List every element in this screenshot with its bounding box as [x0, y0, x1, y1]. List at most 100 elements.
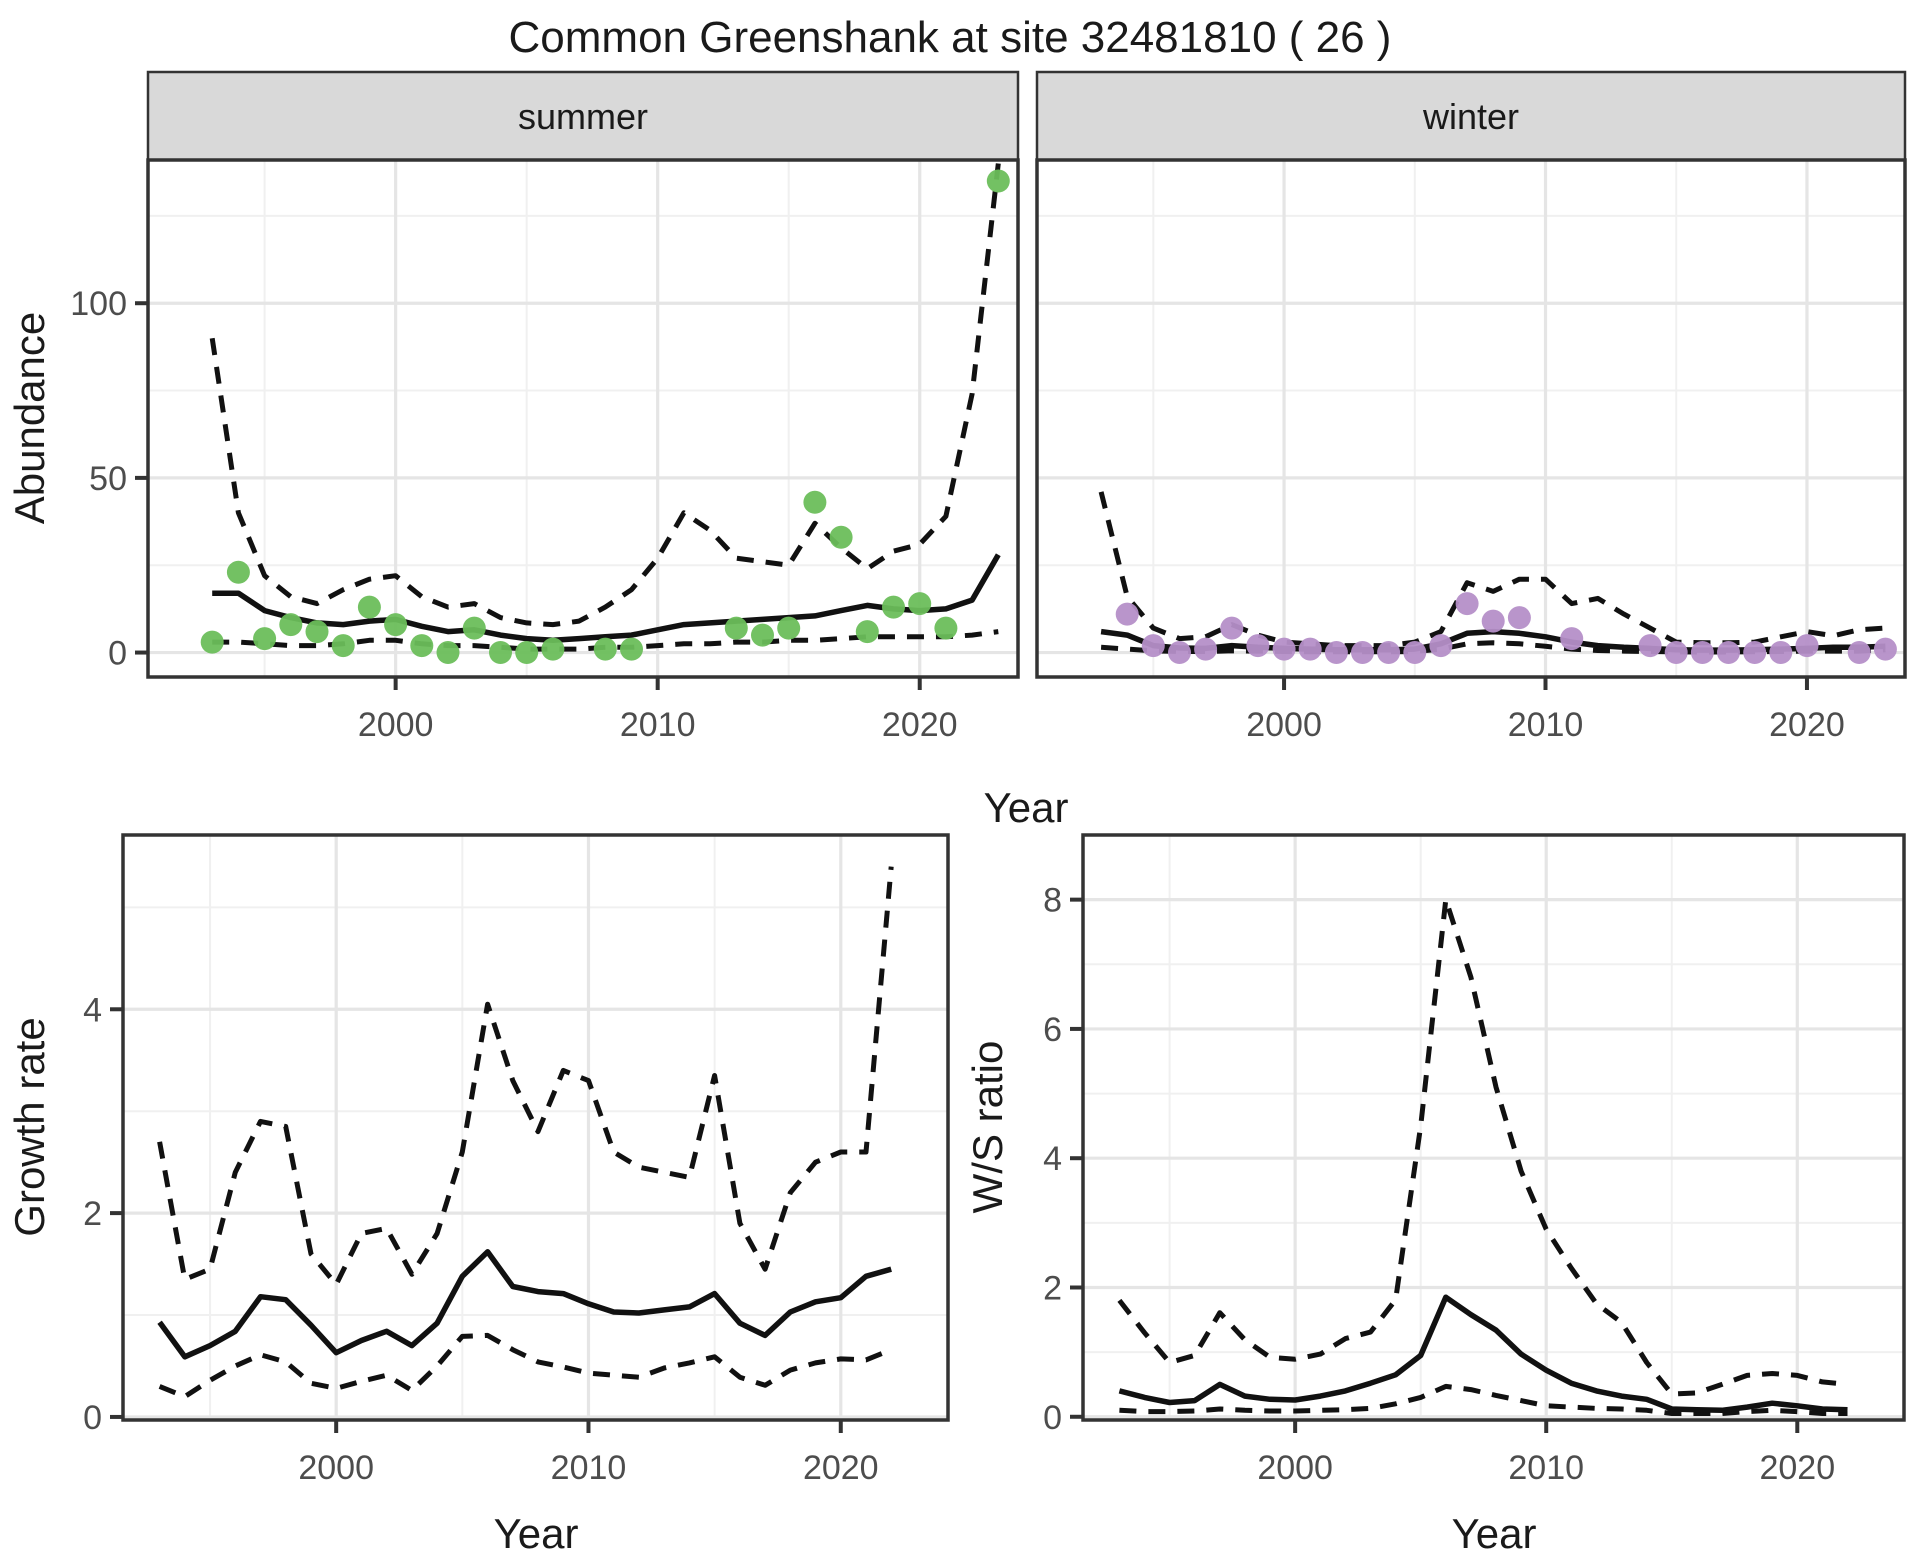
data-point — [541, 637, 565, 661]
data-point — [253, 627, 277, 651]
x-tick-label: 2000 — [1257, 1449, 1333, 1487]
ci-upper-line — [157, 866, 894, 1287]
x-tick-label: 2020 — [1759, 1449, 1835, 1487]
data-point — [1298, 637, 1322, 661]
data-point — [986, 169, 1010, 193]
series-group — [1098, 491, 1897, 664]
panel-background — [1037, 160, 1905, 677]
mean-line — [212, 553, 1001, 644]
panel-abundance-winter: 2000 2010 2020 — [1035, 70, 1907, 744]
y-axis-title-growth-rate: Growth rate — [6, 1017, 53, 1236]
data-point — [1377, 641, 1401, 664]
data-point — [1115, 602, 1139, 626]
y-axis-title-abundance: Abundance — [6, 312, 53, 525]
data-point — [1351, 641, 1374, 664]
mean-line — [1118, 1294, 1848, 1414]
x-tick-label: 2010 — [1508, 706, 1584, 744]
data-point — [489, 641, 512, 664]
data-point — [384, 613, 408, 637]
series-group — [200, 163, 1010, 664]
data-point — [593, 637, 617, 661]
panel-border — [1081, 833, 1906, 1422]
data-point — [882, 595, 905, 619]
data-point — [908, 592, 932, 616]
mean-line — [157, 1249, 892, 1360]
data-point — [803, 490, 827, 514]
data-point — [934, 616, 958, 640]
data-point — [515, 641, 539, 664]
panel-border — [146, 158, 1020, 679]
data-point — [331, 634, 355, 658]
data-point — [751, 623, 774, 647]
data-point — [1717, 641, 1740, 664]
data-point — [1481, 609, 1505, 633]
x-tick-label: 2000 — [358, 706, 434, 744]
data-point — [305, 620, 329, 644]
x-axis-title-year-ws: Year — [1452, 1510, 1537, 1557]
facet-strip — [146, 70, 1020, 163]
ci-lower-line — [158, 1332, 893, 1400]
y-tick-label: 50 — [89, 460, 127, 498]
y-axis-title-ws-ratio: W/S ratio — [964, 1041, 1011, 1214]
data-point — [1220, 616, 1244, 640]
panel-background — [1083, 835, 1904, 1420]
data-point — [200, 630, 224, 654]
data-point — [1769, 641, 1793, 664]
x-tick-label: 2020 — [803, 1449, 879, 1487]
x-axis-title-year-top: Year — [984, 784, 1069, 831]
x-tick-label: 2010 — [1508, 1449, 1584, 1487]
data-point — [1664, 641, 1688, 664]
data-point — [1455, 592, 1479, 616]
data-point — [226, 560, 250, 584]
data-point — [1690, 641, 1714, 664]
panel-growth-rate: 2000 2010 2020 0 2 4 — [83, 833, 950, 1487]
data-point — [1873, 637, 1897, 661]
x-tick-label: 2000 — [298, 1449, 374, 1487]
y-tick-label: 8 — [1043, 882, 1062, 920]
data-point — [724, 616, 748, 640]
series-group — [157, 866, 894, 1400]
facet-strip-label-winter: winter — [1422, 96, 1519, 137]
data-point — [1638, 634, 1662, 658]
facet-strip — [1035, 70, 1907, 163]
data-point — [620, 637, 643, 661]
y-tick-label: 0 — [108, 635, 127, 673]
data-point — [462, 616, 486, 640]
data-point — [1324, 641, 1348, 664]
y-tick-label: 6 — [1043, 1011, 1062, 1049]
x-tick-label: 2010 — [620, 706, 696, 744]
data-point — [410, 634, 434, 658]
data-point — [1194, 637, 1218, 661]
panel-background — [148, 160, 1018, 677]
y-tick-label: 100 — [70, 285, 127, 323]
x-tick-label: 2010 — [551, 1449, 627, 1487]
ci-upper-line — [1117, 897, 1848, 1397]
data-point — [829, 525, 853, 549]
data-point — [1507, 606, 1531, 630]
data-point — [279, 613, 303, 637]
panel-abundance-summer: 2000 2010 2020 0 50 100 — [70, 70, 1020, 744]
data-point — [1403, 641, 1427, 664]
data-point — [1141, 634, 1165, 658]
y-tick-label: 2 — [83, 1195, 102, 1233]
panel-background — [123, 835, 948, 1420]
x-axis-title-year-growth: Year — [494, 1510, 579, 1557]
x-tick-label: 2020 — [882, 706, 958, 744]
data-point — [777, 616, 801, 640]
data-point — [1429, 634, 1453, 658]
data-point — [436, 641, 460, 664]
y-tick-label: 0 — [83, 1399, 102, 1437]
data-point — [1272, 637, 1296, 661]
panel-border — [121, 833, 950, 1422]
ci-upper-line — [209, 163, 1001, 628]
y-tick-label: 4 — [83, 991, 102, 1029]
x-tick-label: 2020 — [1769, 706, 1845, 744]
x-tick-label: 2000 — [1246, 706, 1322, 744]
panel-border — [1035, 158, 1907, 679]
facet-strip-label-summer: summer — [518, 96, 648, 137]
data-point — [855, 620, 879, 644]
plot-title: Common Greenshank at site 32481810 ( 26 … — [509, 13, 1392, 62]
